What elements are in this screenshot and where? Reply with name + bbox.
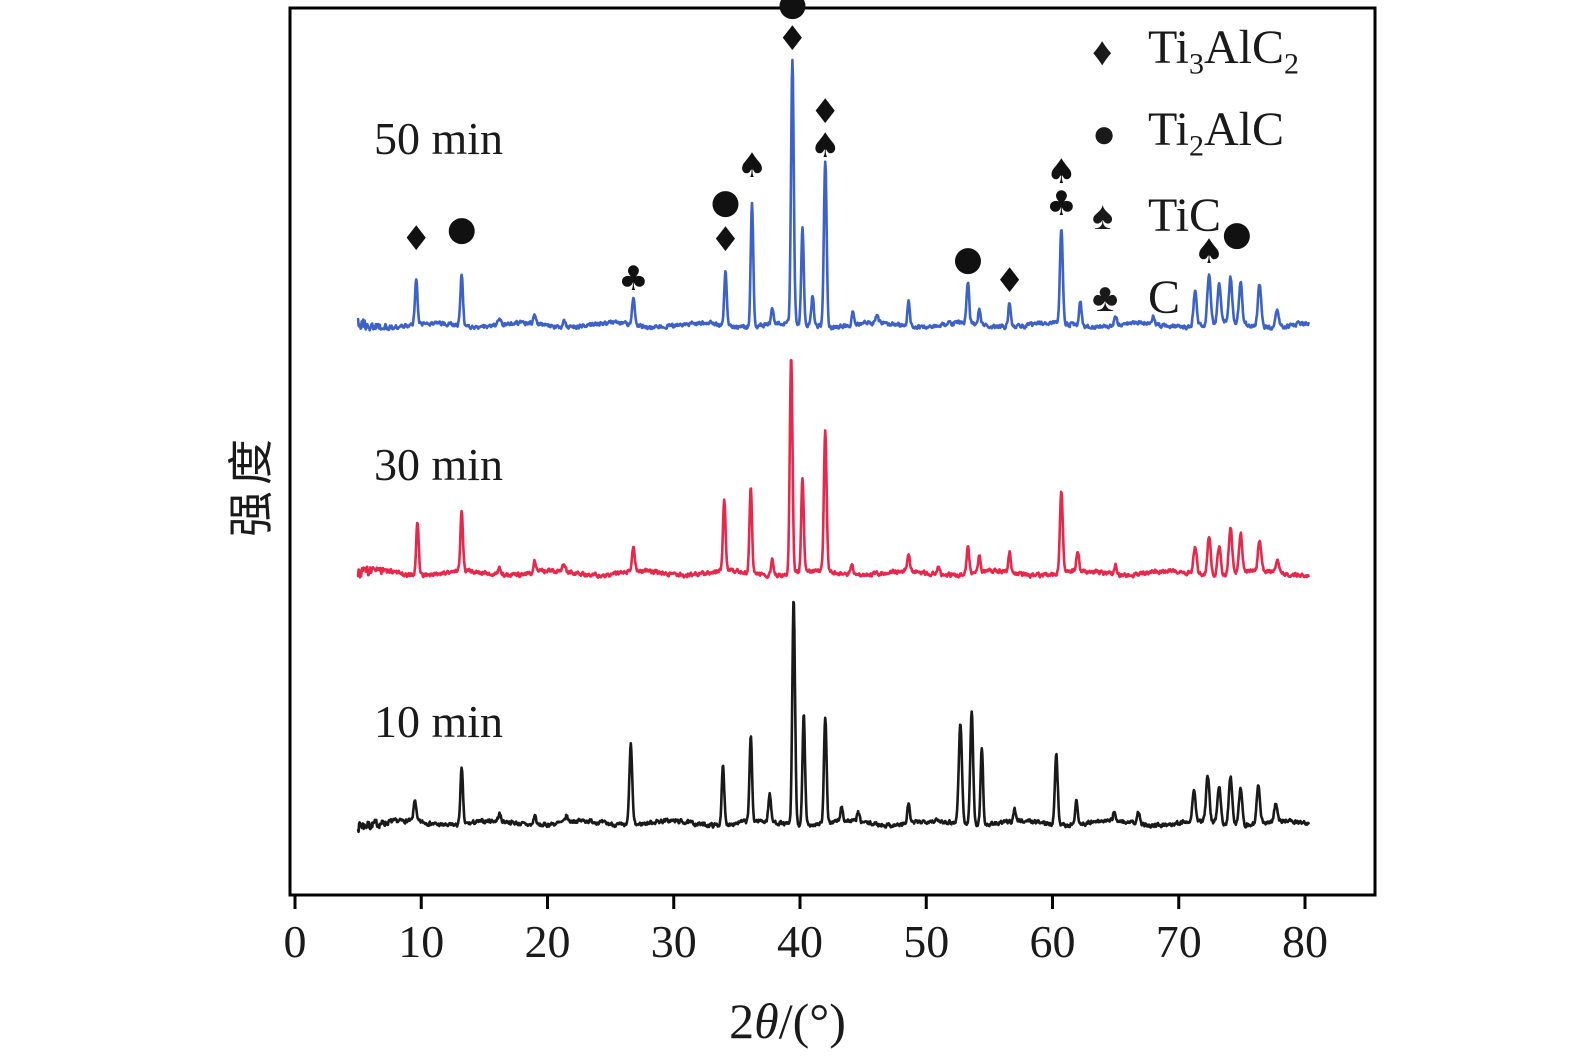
y-axis-title: 强度 [226,433,277,537]
x-tick-label: 50 [903,916,949,967]
peak-marker-icon: ♠ [1046,152,1076,192]
legend-item-tic: ♠ TiC [1092,174,1299,256]
peak-marker-icon: ● [447,209,477,249]
trace-50-min [356,58,1310,332]
x-tick-label: 60 [1030,916,1076,967]
series-label-30min: 30 min [374,439,504,490]
x-axis-title: 2θ/(°) [729,993,846,1049]
legend-marker-icon: ● [1092,110,1117,156]
legend-item-ti2alc: ● Ti2AlC [1092,92,1299,174]
trace-10-min [356,600,1310,834]
peak-marker-icon: ● [953,239,983,279]
peak-marker-icon: ● [711,182,741,222]
peak-marker-icon: ♦ [994,261,1024,301]
legend-item-c: ♣ C [1092,256,1299,338]
legend-marker-icon: ♦ [1092,28,1113,74]
plot-frame [288,6,1377,897]
peak-marker-icon: ● [1222,214,1252,254]
peak-marker-icon: ♠ [1194,232,1224,272]
legend: ♦ Ti3AlC2 ● Ti2AlC ♠ TiC ♣ C [1092,10,1299,338]
peak-marker-icon: ♦ [777,19,807,59]
x-tick-label: 20 [525,916,571,967]
peak-marker-icon: ♦ [401,219,431,259]
legend-item-ti3alc2: ♦ Ti3AlC2 [1092,10,1299,92]
peak-marker-icon: ♦ [810,92,840,132]
peak-marker-icon: ♣ [1046,184,1076,224]
x-tick-label: 70 [1156,916,1202,967]
peak-marker-icon: ♠ [737,146,767,186]
x-tick-label: 40 [777,916,823,967]
legend-marker-icon: ♣ [1092,274,1119,320]
x-tick-label: 30 [651,916,697,967]
x-tick-label: 80 [1282,916,1328,967]
legend-formula: Ti3AlC2 [1148,21,1299,81]
peak-marker-icon: ♣ [618,259,648,299]
peak-marker-icon: ♦ [710,220,740,260]
peak-marker-icon: ♠ [810,126,840,166]
trace-30-min [356,358,1310,580]
x-tick-label: 0 [284,916,307,967]
legend-formula: C [1148,270,1181,324]
peak-marker-icon: ● [778,0,808,24]
legend-formula: Ti2AlC [1148,103,1284,163]
x-tick-label: 10 [398,916,444,967]
series-label-50min: 50 min [374,113,504,164]
legend-formula: TiC [1148,188,1221,242]
legend-marker-icon: ♠ [1092,192,1114,238]
series-label-10min: 10 min [374,696,504,747]
